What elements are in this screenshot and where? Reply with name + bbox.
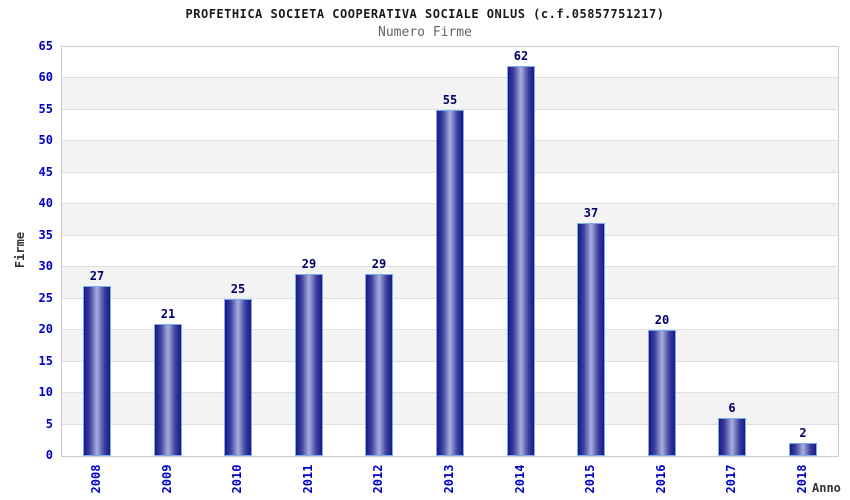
x-tick-label: 2011 — [301, 464, 315, 494]
y-tick-label: 65 — [38, 39, 53, 53]
x-tick-label: 2016 — [654, 464, 668, 494]
y-tick-label: 15 — [38, 353, 53, 368]
x-tick-label: 2018 — [795, 464, 809, 494]
bar-2013 — [436, 110, 464, 456]
plot-area: 27 21 25 29 29 55 62 37 20 6 2 — [61, 46, 839, 457]
bar-value-label: 27 — [89, 269, 105, 283]
y-tick-label: 35 — [38, 227, 53, 242]
x-tick-label: 2013 — [442, 464, 456, 494]
x-tick-label: 2015 — [583, 464, 597, 494]
y-tick-label: 60 — [38, 70, 53, 85]
bar-2010 — [224, 299, 252, 456]
bar-2017 — [718, 418, 746, 456]
x-tick-label: 2008 — [89, 464, 103, 494]
chart-subtitle: Numero Firme — [378, 25, 472, 40]
bar-value-label: 21 — [160, 307, 176, 321]
bar-2018 — [789, 443, 817, 456]
bar-2015 — [577, 223, 605, 456]
y-tick-label: 0 — [45, 448, 53, 462]
y-tick-label: 55 — [38, 101, 53, 116]
bar-value-label: 2 — [799, 426, 807, 440]
bar-2011 — [295, 274, 323, 456]
y-tick-label: 50 — [38, 133, 53, 148]
bar-value-label: 29 — [371, 257, 387, 271]
bar-value-label: 62 — [513, 49, 529, 63]
bar-2014 — [507, 66, 535, 456]
bar-value-label: 20 — [654, 313, 670, 327]
bar-value-label: 55 — [442, 93, 458, 107]
x-tick-label: 2009 — [160, 464, 174, 494]
grid-band — [62, 78, 838, 110]
y-tick-label: 5 — [45, 416, 53, 431]
bar-value-label: 6 — [728, 401, 736, 415]
y-tick-label: 30 — [38, 259, 53, 274]
x-tick-label: 2014 — [513, 464, 527, 494]
y-tick-label: 25 — [38, 290, 53, 305]
bar-2016 — [648, 330, 676, 456]
y-tick-label: 20 — [38, 322, 53, 337]
bar-2009 — [154, 324, 182, 456]
bar-2012 — [365, 274, 393, 456]
y-tick-label: 45 — [38, 164, 53, 179]
bar-value-label: 37 — [583, 206, 599, 220]
chart-title: PROFETHICA SOCIETA COOPERATIVA SOCIALE O… — [185, 7, 665, 21]
y-tick-label: 10 — [38, 385, 53, 400]
bar-value-label: 29 — [301, 257, 317, 271]
bar-2008 — [83, 286, 111, 456]
y-tick-label: 40 — [38, 196, 53, 211]
x-axis-label: Anno — [812, 481, 841, 495]
bar-value-label: 25 — [230, 282, 246, 296]
grid-band — [62, 47, 838, 79]
x-tick-label: 2012 — [371, 464, 385, 494]
x-tick-label: 2017 — [724, 464, 738, 494]
x-tick-label: 2010 — [230, 464, 244, 494]
